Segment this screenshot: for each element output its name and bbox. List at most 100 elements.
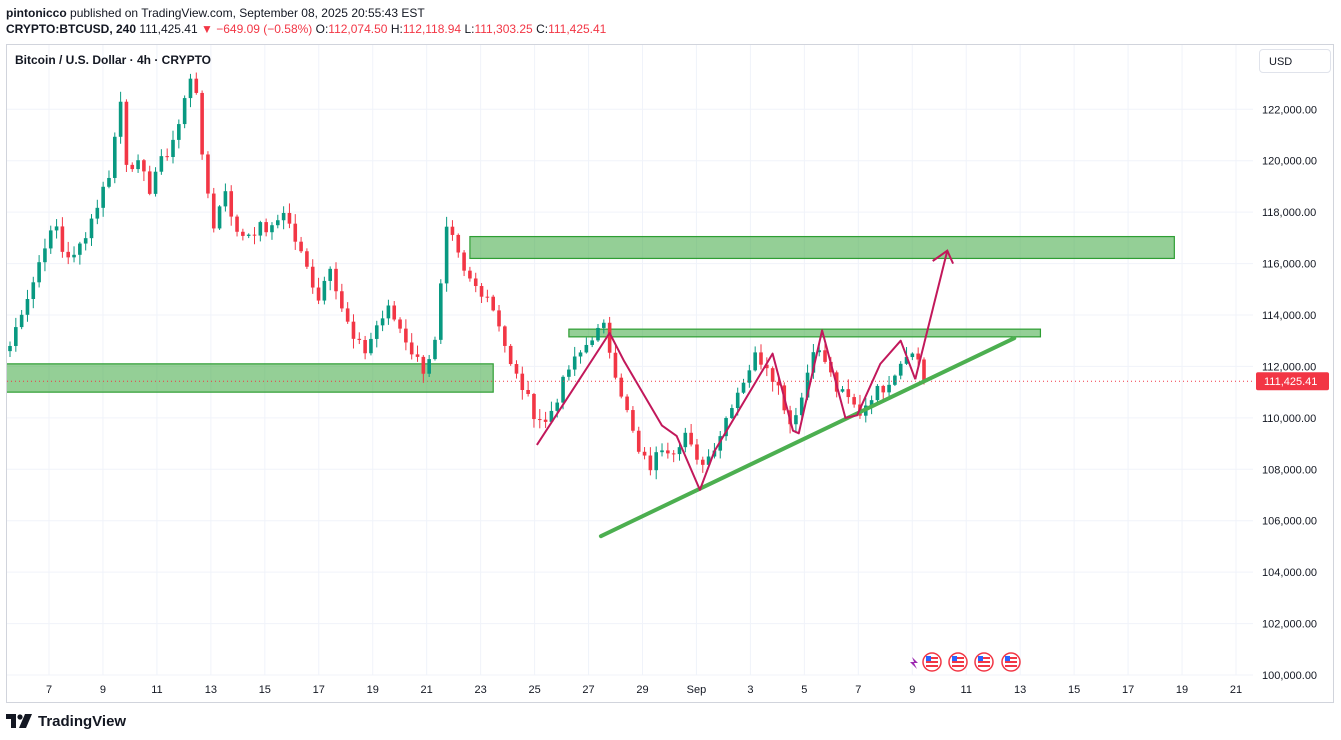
candle-body [537,419,542,421]
candle-body [473,278,478,287]
flag-stripe [952,657,964,659]
ascending-trendline [598,336,1017,539]
candle-body [660,450,664,453]
open-label: O: [315,22,329,36]
candle-body [741,382,746,393]
mid-resistance-zone [568,328,1042,338]
candle-body [619,377,624,397]
candle-body [596,327,600,341]
candle-body [14,327,18,346]
candle-body [316,287,321,301]
upper-resistance-zone [469,235,1175,260]
tradingview-brand: TradingView [38,712,127,730]
candle-body [252,234,257,236]
candle-body [602,322,606,328]
x-tick-label: 11 [151,684,162,696]
candle-body [893,375,897,385]
plot-area [7,72,1253,539]
candle-body [217,206,222,229]
candle-body [572,356,577,370]
candle-body [735,392,740,409]
low-value: 111,303.25 [474,22,533,36]
candle-body [101,186,105,208]
candle-body [340,291,344,309]
currency-button[interactable]: USD [1259,49,1331,73]
candle-body [107,177,111,187]
candle-body [799,397,804,416]
candle-body [386,305,391,319]
candle-body [182,98,187,125]
candle-body [584,344,589,353]
x-tick-label: 17 [313,684,325,696]
flag-canton [926,656,931,661]
candle-body [613,352,618,378]
candle-body [25,299,30,315]
candle-body [567,369,571,377]
flag-canton [952,656,957,661]
candle-body [142,160,146,172]
candle-body [666,450,670,454]
candle-body [916,353,920,360]
candle-body [165,156,169,158]
candle-body [462,252,466,271]
candle-body [19,314,24,328]
flag-stripe [952,665,964,667]
x-tick-label: 3 [747,684,753,696]
candle-body [200,92,204,155]
candle-body [695,444,699,460]
candle-body [520,373,525,390]
candle-body [334,268,338,292]
candle-body [351,321,356,339]
candle-body [136,160,140,170]
y-tick-label: 120,000.00 [1262,156,1317,168]
candle-body [194,78,199,93]
candle-body [561,376,565,403]
candle-body [246,234,251,236]
candle-body [433,339,437,360]
candle-body [66,251,71,258]
candle-body [112,136,117,178]
candle-body [392,305,397,320]
lightning-event-icon [910,657,918,669]
x-tick-label: 21 [1230,684,1242,696]
candle-body [497,310,501,327]
candle-body [479,286,484,297]
candle-body [60,226,65,252]
publisher-name: pintonicco [6,6,67,20]
candle-body [281,212,286,221]
y-tick-label: 110,000.00 [1262,413,1316,425]
candle-body [881,385,886,393]
candle-body [229,191,234,217]
candle-body [48,230,53,249]
candle-body [235,216,239,232]
candle-body [363,340,367,354]
x-tick-label: 13 [1014,684,1026,696]
candle-body [147,171,152,194]
y-tick-label: 122,000.00 [1262,104,1317,116]
flag-stripe [926,661,938,663]
symbol-interval: CRYPTO:BTCUSD, 240 [6,22,137,36]
candle-body [910,353,915,358]
y-tick-label: 100,000.00 [1262,670,1317,682]
close-value: 111,425.41 [548,22,607,36]
candle-body [427,359,431,374]
price-change: ▼ −649.09 (−0.58%) [201,22,313,36]
candle-body [491,296,495,311]
candle-body [89,218,94,239]
candle-body [875,385,880,401]
candle-body [130,164,135,170]
candle-body [590,340,594,345]
candle-body [118,101,123,137]
candle-body [654,452,659,471]
candle-body [555,402,560,411]
candle-body [444,226,449,284]
candle-body [689,432,693,445]
candle-body [241,231,245,236]
y-tick-label: 102,000.00 [1262,619,1317,631]
x-tick-label: 25 [528,684,540,696]
candle-body [648,455,653,471]
x-tick-label: 7 [855,684,861,696]
candle-body [811,352,816,373]
candle-body [636,430,641,452]
